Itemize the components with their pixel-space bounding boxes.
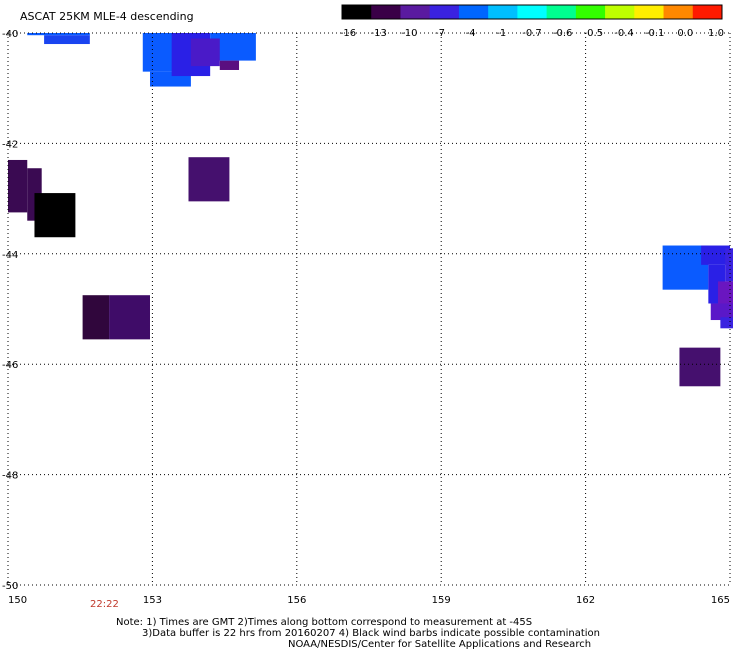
time-label: 22:22	[90, 599, 119, 610]
lat-tick-label: -42	[2, 139, 18, 150]
data-cell-6	[190, 38, 220, 67]
data-cell-20	[720, 317, 733, 329]
lat-tick-label: -44	[2, 250, 18, 261]
colorbar-swatch	[546, 5, 577, 19]
lat-tick-label: -46	[2, 360, 18, 371]
data-cell-12	[82, 295, 110, 340]
data-cell-15	[701, 245, 730, 265]
data-cell-14	[662, 245, 709, 290]
note-line-1: Note: 1) Times are GMT 2)Times along bot…	[116, 617, 532, 628]
data-cell-19	[710, 303, 733, 321]
data-cell-11	[34, 193, 76, 238]
colorbar-swatch	[605, 5, 635, 19]
colorbar-label: -0.1	[645, 28, 665, 39]
colorbar-label: 0.0	[677, 28, 693, 39]
colorbar-frame	[341, 4, 723, 20]
colorbar-swatch	[517, 5, 548, 19]
note-line-3: NOAA/NESDIS/Center for Satellite Applica…	[288, 639, 591, 650]
data-cell-13	[109, 295, 150, 340]
data-cell-9	[8, 159, 28, 213]
colorbar-swatch	[663, 5, 694, 19]
colorbar-label: -4	[466, 28, 476, 39]
colorbar-swatch	[371, 5, 401, 19]
colorbar-label: -13	[370, 28, 386, 39]
colorbar-swatch	[400, 5, 431, 19]
colorbar-label: -0.5	[584, 28, 604, 39]
lat-lon-grid	[7, 32, 731, 586]
lon-tick-label: 156	[287, 595, 306, 606]
colorbar-swatch	[634, 5, 665, 19]
lon-tick-label: 159	[432, 595, 451, 606]
colorbar: -16 -13 -10 -7 -4 -1 -0.7 -0.6 -0.5 -0.4 -0.1 0.0 1.…	[340, 4, 724, 39]
lat-tick-label: -40	[2, 29, 18, 40]
data-cell-7	[219, 60, 240, 70]
data-cell-1	[44, 35, 90, 45]
lat-tick-label: -48	[2, 471, 18, 482]
lon-tick-label: 165	[711, 595, 730, 606]
colorbar-label: -1	[496, 28, 506, 39]
data-cell-17	[725, 248, 733, 282]
axis-tick-labels: 150 153 156 159 162 165 -40 -42 -44 -46 -48 -50	[2, 29, 730, 606]
lat-tick-label: -50	[2, 581, 18, 592]
note-line-2: 3)Data buffer is 22 hrs from 20160207 4)…	[142, 628, 600, 639]
data-cells	[8, 33, 733, 387]
lon-tick-label: 150	[8, 595, 27, 606]
data-cell-2	[142, 33, 177, 72]
colorbar-swatch	[692, 5, 723, 19]
colorbar-label: -10	[401, 28, 417, 39]
map-title: ASCAT 25KM MLE-4 descending	[20, 10, 194, 23]
data-cell-21	[679, 347, 721, 387]
colorbar-label: -0.6	[553, 28, 573, 39]
colorbar-swatch	[458, 5, 489, 19]
lon-tick-label: 162	[576, 595, 595, 606]
data-cell-8	[188, 157, 230, 202]
lon-tick-label: 153	[143, 595, 162, 606]
colorbar-swatch	[342, 5, 372, 19]
colorbar-swatch	[429, 5, 460, 19]
colorbar-swatch	[488, 5, 518, 19]
colorbar-swatch	[575, 5, 606, 19]
data-cell-0	[27, 33, 90, 36]
